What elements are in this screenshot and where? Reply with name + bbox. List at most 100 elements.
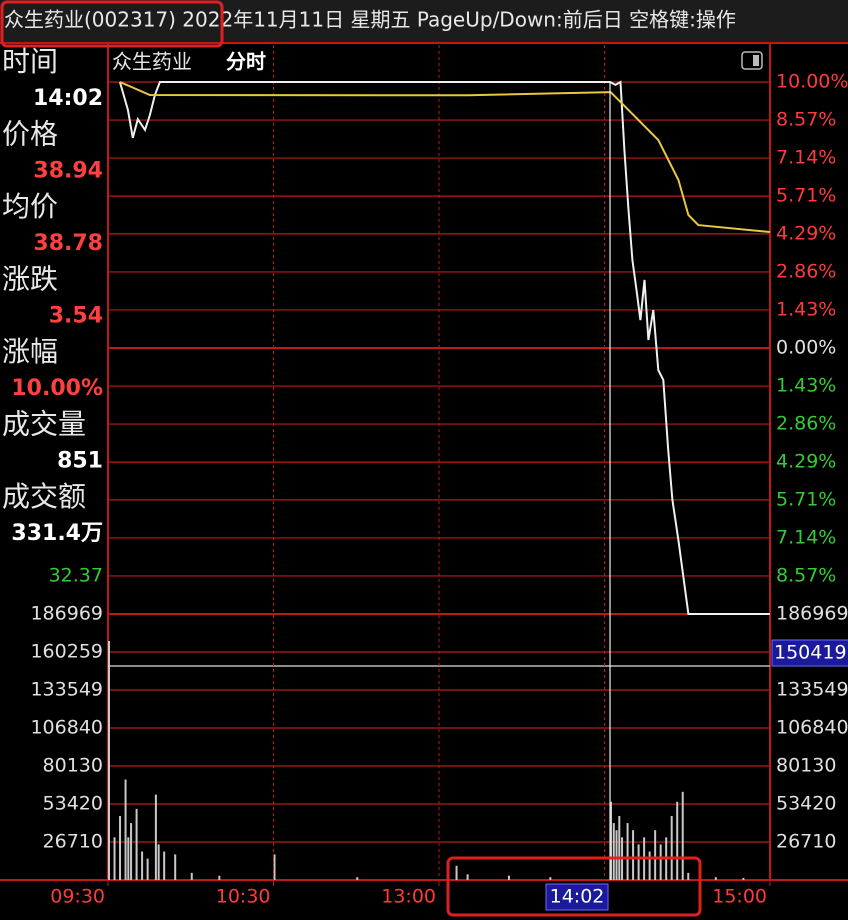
y-tick-label-right: 80130	[776, 754, 836, 776]
volume-bar	[466, 874, 469, 880]
window-title: 众生药业(002317) 2022年11月11日 星期五 PageUp/Down…	[4, 8, 736, 32]
chart-layer: 时间 14:02 价格 38.94 均价 38.78 涨跌 3.54 涨幅 10.00% 成交量 85…	[2, 45, 848, 911]
info-value: 10.00%	[11, 376, 103, 401]
x-tick-label: 09:30	[50, 886, 105, 908]
info-label: 涨跌	[2, 263, 58, 296]
info-value: 38.94	[33, 159, 103, 184]
y-tick-label: 26710	[43, 830, 103, 852]
y-tick-label: 5.71%	[776, 185, 836, 207]
volume-bar	[648, 851, 651, 880]
volume-bar	[119, 815, 122, 880]
volume-bar	[507, 875, 510, 880]
toggle-icon-part	[753, 55, 759, 66]
volume-bar	[549, 877, 552, 880]
y-tick-label: 160259	[30, 641, 103, 663]
x-tick-label: 15:00	[712, 886, 767, 908]
toggle-icon[interactable]	[741, 51, 763, 70]
volume-bar	[190, 872, 193, 880]
y-tick-label-right: 133549	[776, 679, 848, 701]
price-line	[119, 81, 771, 233]
y-tick-label: 2.86%	[776, 260, 836, 282]
volume-bar	[615, 830, 618, 880]
volume-bar	[141, 851, 144, 880]
y-tick-label-right: 186969	[776, 603, 848, 625]
y-tick-label-right: 26710	[776, 830, 836, 852]
info-label: 时间	[2, 45, 58, 78]
y-tick-label-right: 53420	[776, 792, 836, 814]
volume-bar	[618, 815, 621, 880]
volume-bar	[714, 877, 717, 880]
volume-bar	[130, 823, 133, 880]
y-tick-label: 0.00%	[776, 337, 836, 359]
y-tick-label: 1.43%	[776, 375, 836, 397]
volume-bar	[632, 830, 635, 880]
info-value: 331.4万	[11, 521, 103, 546]
volume-bar	[670, 815, 673, 880]
volume-bar	[612, 823, 615, 880]
volume-bar	[687, 872, 690, 880]
info-value: 851	[57, 449, 103, 474]
highlight-box	[446, 856, 702, 917]
volume-bar	[654, 830, 657, 880]
volume-bar	[157, 844, 160, 880]
volume-bar	[146, 858, 149, 880]
cursor-value-label: 150419	[774, 641, 847, 663]
x-tick-label: 13:00	[381, 886, 436, 908]
volume-bar	[273, 854, 276, 880]
info-value: 3.54	[49, 304, 103, 329]
y-tick-label: 106840	[30, 716, 103, 738]
y-tick-label: 4.29%	[776, 451, 836, 473]
highlight-box	[0, 0, 224, 48]
volume-bar	[127, 837, 130, 880]
info-label: 价格	[2, 118, 58, 151]
volume-bar	[154, 794, 157, 880]
volume-bar	[135, 808, 138, 880]
y-tick-label: 7.14%	[776, 526, 836, 548]
volume-bar	[610, 801, 613, 880]
y-tick-label: 8.57%	[776, 109, 836, 131]
info-label: 均价	[2, 190, 58, 223]
y-tick-label: 1.43%	[776, 298, 836, 320]
volume-bar	[455, 865, 458, 880]
info-value: 14:02	[33, 86, 103, 111]
y-tick-label: 8.57%	[776, 564, 836, 586]
title-bar	[0, 0, 848, 42]
info-label: 涨幅	[2, 335, 58, 368]
x-tick-label: 10:30	[216, 886, 271, 908]
cursor-value-box	[771, 639, 848, 667]
volume-bar	[637, 844, 640, 880]
volume-bar	[108, 640, 110, 880]
volume-bar	[113, 837, 116, 880]
y-tick-label: 5.71%	[776, 488, 836, 510]
y-tick-label: 10.00%	[776, 71, 848, 93]
cursor-label: 14:02	[550, 886, 605, 908]
y-tick-label: 4.29%	[776, 222, 836, 244]
info-label: 成交量	[2, 408, 86, 441]
y-tick-label: 80130	[43, 754, 103, 776]
y-tick-label: 7.14%	[776, 147, 836, 169]
y-tick-label: 186969	[30, 603, 103, 625]
volume-bar	[218, 875, 221, 880]
volume-bar	[124, 779, 127, 880]
chart-subtitle: 分时	[226, 50, 266, 74]
volume-bar	[681, 791, 684, 880]
volume-bar	[626, 823, 629, 880]
y-tick-label: 2.86%	[776, 413, 836, 435]
volume-bar	[356, 877, 359, 880]
volume-bar	[742, 877, 745, 880]
y-tick-label: 133549	[30, 679, 103, 701]
info-value: 38.78	[33, 231, 103, 256]
price-line	[118, 80, 770, 615]
info-label: 成交额	[2, 480, 86, 513]
chart-title: 众生药业	[112, 50, 192, 74]
volume-bar	[659, 844, 662, 880]
volume-bar	[676, 801, 679, 880]
volume-bar	[174, 854, 177, 880]
y-tick-label-left: 32.37	[49, 564, 103, 586]
y-tick-label: 53420	[43, 792, 103, 814]
cursor-label-box	[545, 883, 609, 911]
volume-bar	[163, 851, 166, 880]
y-tick-label-right: 106840	[776, 716, 848, 738]
